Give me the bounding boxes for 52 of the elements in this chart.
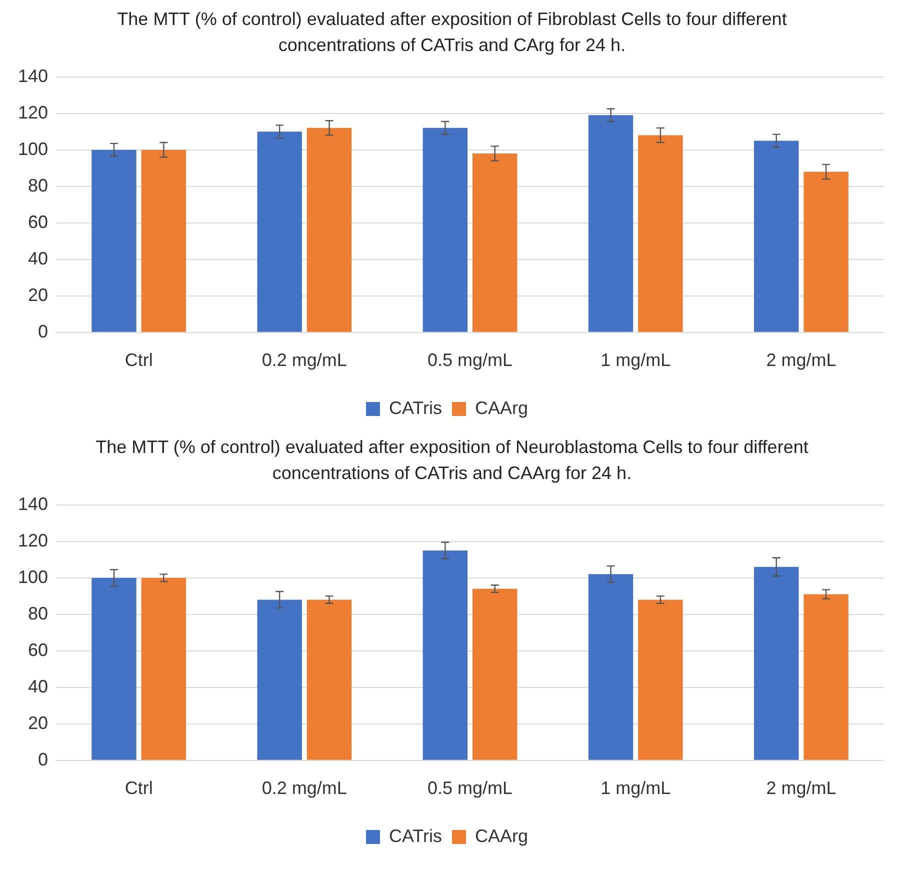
y-tick-label: 100	[18, 138, 48, 159]
bar	[472, 153, 518, 332]
bar	[422, 128, 468, 332]
bar	[638, 135, 683, 332]
bar	[141, 578, 186, 760]
y-tick-label: 60	[28, 640, 48, 660]
y-tick-label: 40	[28, 248, 48, 268]
y-tick-label: 20	[28, 284, 48, 305]
bar	[92, 578, 136, 760]
x-tick-label: 1 mg/mL	[600, 778, 671, 798]
x-tick-label: 0.2 mg/mL	[262, 778, 347, 798]
legend-label: CATris	[389, 398, 442, 418]
x-tick-label: 1 mg/mL	[600, 350, 671, 370]
legend-label: CATris	[389, 826, 442, 846]
y-tick-label: 0	[38, 321, 48, 342]
bar	[754, 566, 799, 760]
bar	[306, 600, 352, 760]
bar	[422, 550, 468, 760]
bar	[754, 140, 799, 332]
bar	[588, 115, 634, 332]
y-tick-label: 0	[38, 749, 48, 770]
y-tick-label: 80	[28, 603, 48, 624]
bar	[257, 132, 302, 332]
y-tick-label: 40	[28, 676, 48, 696]
bar	[141, 150, 186, 332]
y-tick-label: 80	[28, 175, 48, 196]
y-tick-label: 20	[28, 712, 48, 733]
x-tick-label: 0.5 mg/mL	[427, 778, 513, 798]
legend-label: CAArg	[474, 398, 528, 418]
bar	[804, 594, 848, 760]
legend-label: CAArg	[474, 826, 528, 846]
x-tick-label: Ctrl	[124, 778, 153, 798]
bar	[638, 600, 683, 760]
y-tick-label: 60	[28, 212, 48, 232]
y-tick-label: 140	[18, 494, 48, 514]
y-tick-label: 120	[18, 530, 48, 550]
y-tick-label: 120	[18, 102, 48, 122]
x-tick-label: 0.2 mg/mL	[262, 350, 347, 370]
y-tick-label: 100	[18, 566, 48, 587]
chart-title: The MTT (% of control) evaluated after exposition of Neuroblastoma Cells to four different concentrations of CATris and CAArg for 24 h.	[94, 436, 810, 485]
bar	[588, 574, 634, 760]
bar	[257, 600, 302, 760]
x-tick-label: 2 mg/mL	[766, 778, 836, 798]
bar	[92, 150, 136, 332]
x-tick-label: Ctrl	[124, 350, 153, 370]
bar	[306, 128, 352, 332]
bar	[804, 172, 848, 332]
bar	[472, 588, 518, 760]
x-tick-label: 2 mg/mL	[766, 350, 836, 370]
x-tick-label: 0.5 mg/mL	[427, 350, 513, 370]
chart-title: The MTT (% of control) evaluated after exposition of Fibroblast Cells to four different concentrations of CATris and CArg for 24 h.	[116, 8, 788, 57]
y-tick-label: 140	[18, 66, 48, 86]
